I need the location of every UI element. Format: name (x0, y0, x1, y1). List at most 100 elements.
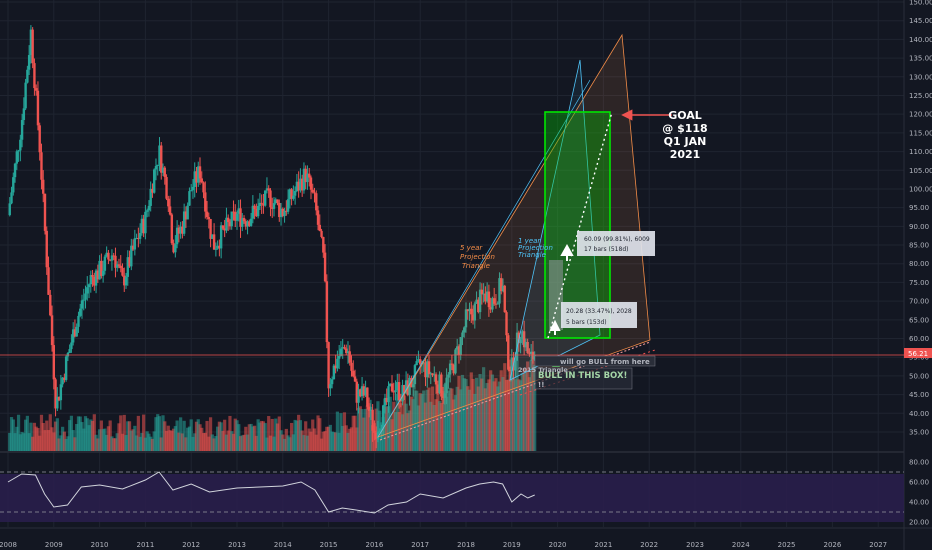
candle-body (485, 291, 489, 302)
candle-body (223, 228, 226, 231)
candle-body (47, 267, 50, 295)
volume-bar (45, 420, 49, 451)
candle-body (473, 303, 477, 321)
candle-body (500, 278, 503, 292)
volume-bar (249, 423, 253, 451)
volume-bar (494, 378, 498, 451)
volume-bar (75, 423, 79, 451)
candle-body (200, 178, 203, 183)
volume-bar (175, 420, 179, 451)
volume-bar (34, 426, 38, 451)
candle-body (114, 255, 117, 268)
candle-body (160, 145, 163, 173)
volume-bar (253, 425, 257, 451)
volume-bar (399, 403, 403, 451)
candle-body (288, 189, 292, 200)
volume-bar (24, 419, 28, 451)
volume-bar (242, 434, 246, 451)
volume-bar (36, 428, 40, 451)
volume-bar (53, 421, 58, 451)
volume-bar (131, 429, 135, 451)
candle-body (138, 232, 142, 239)
candle-body (380, 428, 383, 431)
candle-body (531, 351, 535, 360)
volume-bar (363, 408, 368, 451)
candle-body (374, 432, 378, 440)
candle-body (306, 173, 309, 183)
candle-body (263, 190, 267, 206)
time-tick-label: 2009 (45, 541, 63, 549)
price-tick-label: 90.00 (909, 223, 929, 231)
candle-body (228, 222, 232, 227)
candle-body (61, 377, 64, 385)
price-tick-label: 100.00 (909, 185, 932, 193)
volume-bar (395, 394, 399, 451)
volume-bar (87, 425, 91, 451)
rsi-axis[interactable]: 80.00 60.00 40.00 20.00 (909, 459, 929, 527)
up-arrow-icon (549, 319, 561, 335)
volume-bar (325, 426, 329, 451)
candle-body (445, 377, 448, 394)
volume-bar (8, 432, 12, 451)
volume-bar (16, 414, 21, 451)
candle-body (249, 218, 253, 226)
volume-bar (55, 418, 59, 451)
candle-body (332, 365, 336, 380)
time-axis[interactable]: 2008 2009 2010 2011 2012 2013 2014 2015 2016 2017… (0, 541, 887, 549)
candle-body (179, 226, 182, 234)
volume-bar (221, 430, 225, 451)
volume-bar (159, 437, 163, 451)
candle-body (269, 190, 272, 208)
volume-bar (441, 391, 445, 451)
exclaim-text: !! (538, 381, 544, 389)
candle-body (184, 211, 188, 220)
volume-bar (284, 428, 288, 451)
volume-bar (152, 431, 156, 451)
candle-body (207, 217, 211, 220)
candle-body (524, 342, 528, 348)
volume-bar (173, 426, 177, 451)
candle-body (116, 264, 119, 268)
volume-bar (293, 419, 297, 451)
candle-body (436, 384, 440, 394)
candle-body (20, 120, 24, 140)
rsi-tick-label: 80.00 (909, 459, 929, 467)
volume-bar (360, 409, 364, 451)
volume-bar (166, 425, 170, 451)
volume-bar (328, 424, 332, 451)
volume-bar (210, 434, 214, 451)
volume-bar (473, 393, 477, 451)
volume-bar (272, 436, 276, 451)
candle-body (320, 230, 323, 237)
volume-bar (474, 377, 479, 451)
candle-body (521, 331, 524, 340)
volume-bar (515, 360, 519, 451)
candle-body (79, 308, 82, 316)
candle-body (501, 285, 505, 292)
volume-bar (513, 379, 517, 451)
volume-bar (161, 415, 165, 451)
candle-body (87, 284, 91, 288)
candle-body (276, 199, 279, 203)
volume-bar (388, 396, 392, 451)
volume-bar (156, 414, 160, 451)
rsi-line (7, 471, 535, 514)
candle-body (73, 329, 77, 337)
measure-range (549, 260, 563, 330)
candle-body (244, 221, 248, 227)
volume-bar (330, 431, 334, 451)
candle-body (56, 396, 59, 409)
volume-bar (143, 437, 147, 451)
price-axis[interactable]: 35.0040.0045.0050.0055.0060.0065.0070.00… (909, 0, 932, 437)
volume-bar (168, 430, 172, 451)
volume-bar (437, 401, 442, 451)
volume-bar (43, 430, 47, 451)
volume-bar (425, 389, 429, 451)
candle-body (82, 299, 85, 301)
candle-body (175, 227, 179, 245)
volume-bar (154, 417, 158, 451)
volume-bar (506, 379, 510, 451)
five-year-label: 5 year Projection Triangle (460, 244, 495, 270)
candle-body (526, 342, 529, 354)
